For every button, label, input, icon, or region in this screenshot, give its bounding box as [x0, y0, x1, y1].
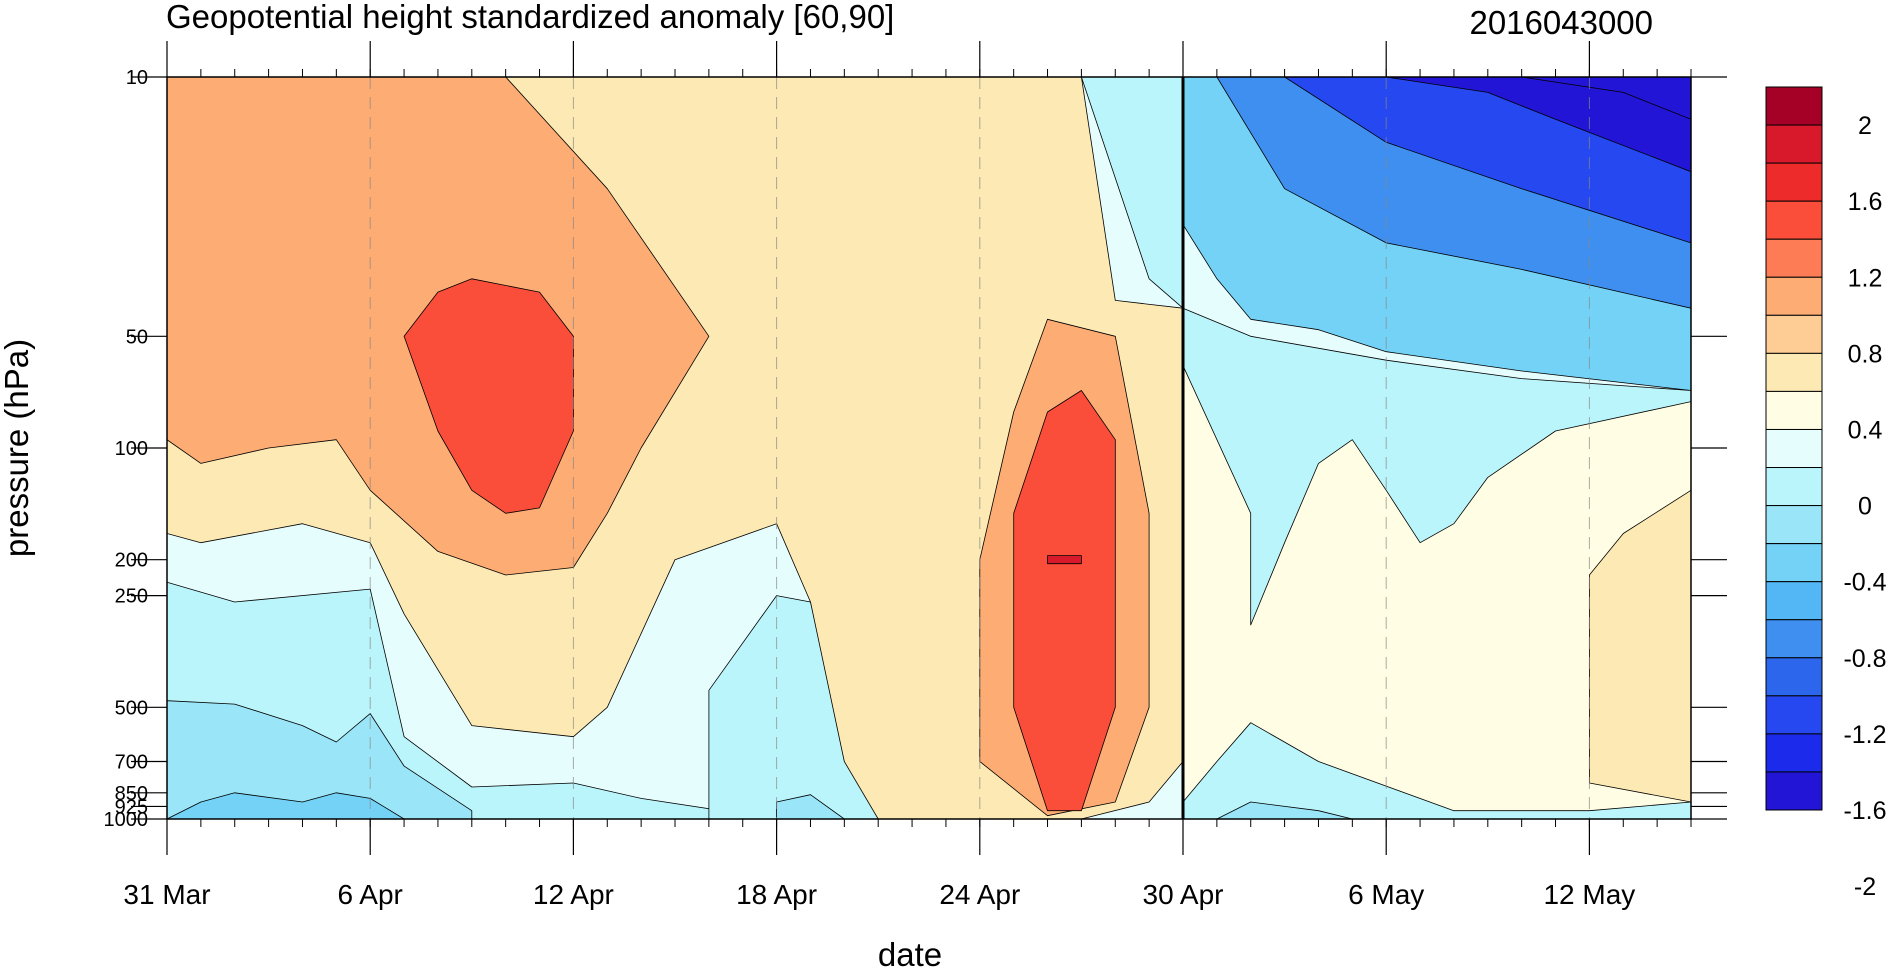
y-tick-label: 50: [126, 326, 148, 348]
colorbar-swatch: [1765, 276, 1823, 316]
contour-region-10: [403, 278, 574, 514]
x-tick-label: 24 Apr: [939, 879, 1020, 910]
colorbar-swatch: [1765, 581, 1823, 621]
x-tick-label: 30 Apr: [1143, 879, 1224, 910]
colorbar-swatch: [1765, 505, 1823, 545]
colorbar-label: -2: [1854, 873, 1876, 901]
y-tick-label: 1000: [104, 809, 149, 831]
colorbar-swatch: [1765, 124, 1823, 164]
colorbar-swatch: [1765, 86, 1823, 126]
colorbar-label: -1.2: [1843, 721, 1886, 749]
contour-region-11: [1013, 390, 1116, 812]
x-tick-label: 31 Mar: [123, 879, 210, 910]
colorbar-swatch: [1765, 543, 1823, 583]
colorbar-swatch: [1765, 695, 1823, 735]
x-axis: 31 Mar 6 Apr 12 Apr 18 Apr 24 Apr 30 Apr 6 May…: [123, 41, 1692, 910]
x-tick-label: 6 May: [1348, 879, 1424, 910]
y-tick-label: 500: [115, 697, 148, 719]
y-tick-label: 200: [115, 550, 148, 572]
colorbar-swatch: [1765, 771, 1823, 811]
contour-region-4: [167, 700, 473, 819]
x-tick-label: 18 Apr: [736, 879, 817, 910]
y-tick-label: 10: [126, 67, 148, 89]
colorbar-swatch: [1765, 238, 1823, 278]
colorbar-swatch: [1765, 390, 1823, 430]
x-tick-label: 12 May: [1543, 879, 1635, 910]
colorbar-label: 0: [1858, 493, 1872, 521]
x-tick-label: 12 Apr: [533, 879, 614, 910]
y-axis-title: pressure (hPa): [0, 339, 35, 557]
colorbar-label: -1.6: [1843, 797, 1886, 825]
x-tick-label: 6 Apr: [338, 879, 403, 910]
contour-region-16: [1385, 77, 1691, 173]
y-tick-label: 250: [115, 586, 148, 608]
contour-region-19: [1182, 365, 1691, 812]
colorbar-label: 1.6: [1848, 188, 1883, 216]
x-axis-title: date: [878, 936, 942, 969]
colorbar: 2 1.6 1.2 0.8 0.4 0 -0.4 -0.8 -1.2 -1.6 -2: [1765, 86, 1887, 901]
colorbar-swatch: [1765, 428, 1823, 469]
colorbar-label: 0.4: [1848, 416, 1883, 444]
colorbar-swatch: [1765, 467, 1823, 507]
chart-subtitle: 2016043000: [1469, 4, 1653, 41]
colorbar-swatch: [1765, 314, 1823, 354]
y-tick-label: 850: [115, 783, 148, 805]
colorbar-swatch: [1765, 733, 1823, 773]
colorbar-swatch: [1765, 200, 1823, 240]
contour-region-6: [167, 792, 405, 819]
colorbar-label: -0.4: [1843, 569, 1886, 597]
colorbar-swatch: [1765, 657, 1823, 697]
y-tick-label: 925: [115, 796, 148, 818]
y-tick-label: 700: [115, 752, 148, 774]
chart-title: Geopotential height standardized anomaly…: [166, 0, 894, 35]
colorbar-swatch: [1765, 162, 1823, 202]
contour-region-12: [1047, 555, 1082, 565]
colorbar-label: 0.8: [1848, 340, 1883, 368]
colorbar-label: 2: [1858, 112, 1872, 140]
contour-region-21: [1216, 801, 1353, 819]
colorbar-label: 1.2: [1848, 264, 1883, 292]
colorbar-swatch: [1765, 352, 1823, 392]
contour-fills: [167, 77, 1691, 819]
y-tick-label: 100: [115, 438, 148, 460]
colorbar-label: -0.8: [1843, 645, 1886, 673]
colorbar-swatch: [1765, 619, 1823, 659]
